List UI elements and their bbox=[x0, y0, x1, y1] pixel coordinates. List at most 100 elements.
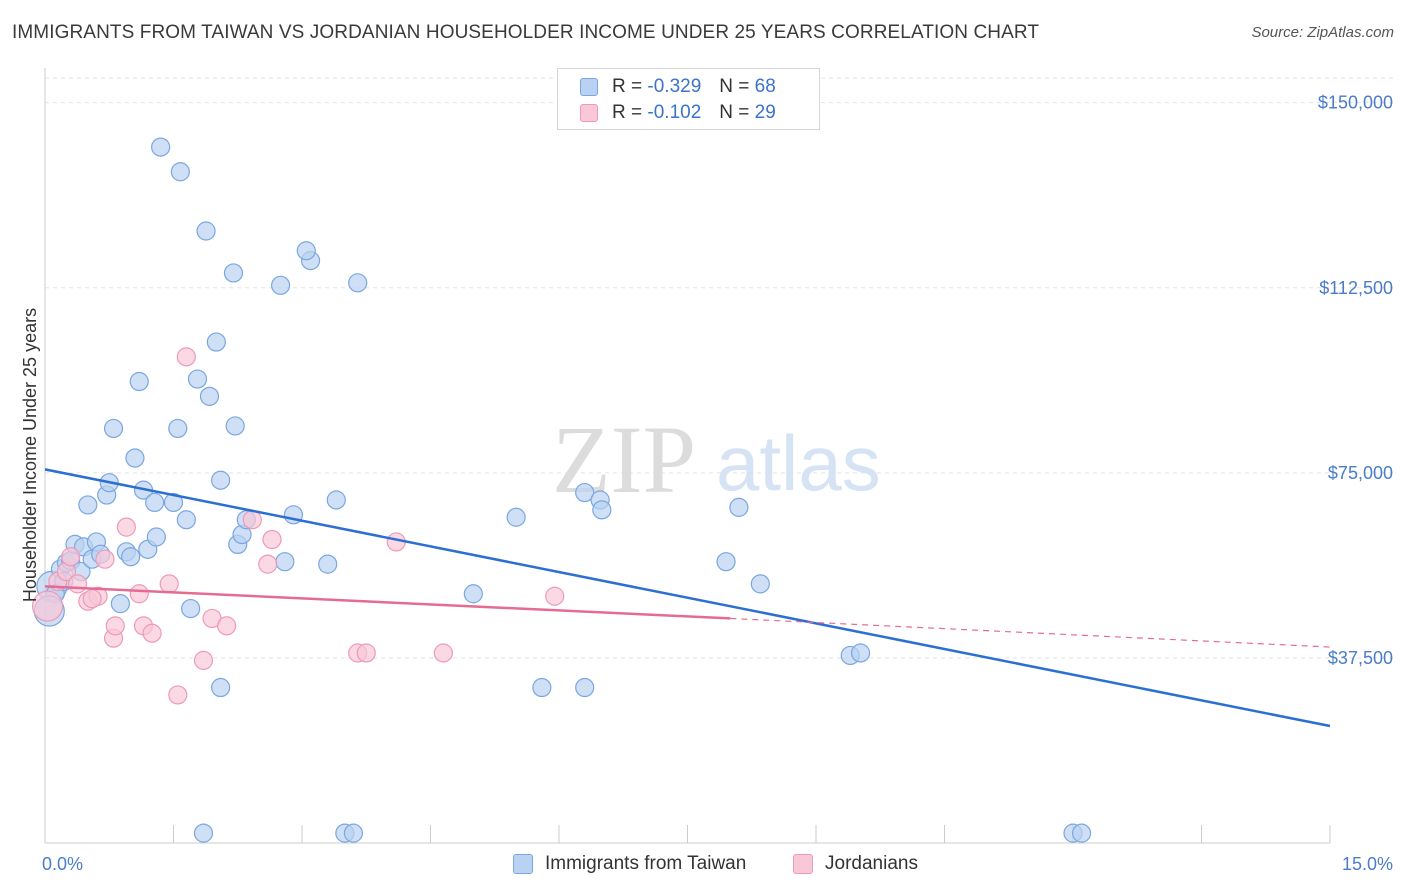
x-tick-label-0: 0.0% bbox=[42, 854, 83, 874]
taiwan-point-53 bbox=[463, 584, 483, 604]
taiwan-point-51 bbox=[343, 823, 363, 843]
jordanian-point-16 bbox=[193, 650, 214, 670]
y-axis-label: Householder Income Under 25 years bbox=[20, 308, 40, 602]
jordanian-point-4 bbox=[67, 574, 88, 594]
taiwan-point-49 bbox=[326, 490, 346, 510]
jordanian-point-9 bbox=[116, 517, 136, 537]
jordanian-point-12 bbox=[142, 623, 162, 643]
taiwan-point-36 bbox=[211, 470, 231, 490]
taiwan-point-35 bbox=[206, 332, 226, 352]
jordanian-point-19 bbox=[242, 510, 262, 530]
jordanian-point-27 bbox=[82, 589, 102, 609]
taiwan-point-43 bbox=[270, 275, 291, 295]
bottom-legend-swatch-jordanians bbox=[793, 854, 813, 874]
jordanian-point-25 bbox=[433, 643, 453, 663]
taiwan-point-34 bbox=[199, 386, 220, 406]
taiwan-point-66 bbox=[1071, 823, 1092, 843]
series-taiwan-points bbox=[33, 137, 1092, 843]
taiwan-point-56 bbox=[575, 482, 595, 503]
trend-line-1 bbox=[44, 585, 731, 620]
jordanian-point-15 bbox=[176, 347, 196, 367]
source-attribution: Source: ZipAtlas.com bbox=[1251, 24, 1394, 41]
taiwan-point-64 bbox=[850, 643, 871, 663]
trend-lines bbox=[44, 468, 1331, 728]
legend-n-value-taiwan: 68 bbox=[754, 76, 776, 97]
taiwan-point-59 bbox=[575, 677, 595, 698]
taiwan-point-18 bbox=[121, 547, 141, 567]
jordanian-point-20 bbox=[258, 554, 278, 574]
taiwan-point-29 bbox=[176, 510, 196, 530]
bottom-legend-label-jordanians: Jordanians bbox=[825, 853, 918, 874]
taiwan-point-26 bbox=[163, 492, 184, 513]
taiwan-point-27 bbox=[168, 418, 188, 439]
taiwan-point-24 bbox=[146, 527, 166, 547]
taiwan-point-39 bbox=[225, 416, 245, 436]
jordanian-point-10 bbox=[129, 584, 149, 604]
taiwan-point-61 bbox=[729, 497, 749, 517]
jordanian-point-21 bbox=[262, 529, 282, 550]
jordanian-point-14 bbox=[168, 685, 188, 705]
taiwan-point-25 bbox=[151, 137, 171, 157]
legend-swatch-taiwan bbox=[580, 78, 598, 96]
taiwan-point-58 bbox=[592, 500, 612, 520]
correlation-legend: R = -0.329 N = 68 R = -0.102 N = 29 bbox=[557, 68, 820, 130]
taiwan-point-9 bbox=[78, 495, 98, 515]
taiwan-point-54 bbox=[506, 507, 526, 527]
bottom-legend-jordanians: Jordanians bbox=[793, 850, 918, 878]
taiwan-point-60 bbox=[716, 552, 736, 572]
x-tick-labels: 0.0% 15.0% bbox=[42, 854, 1393, 874]
legend-r-label: R = bbox=[612, 102, 643, 123]
legend-r-value-taiwan: -0.329 bbox=[647, 76, 702, 97]
taiwan-point-23 bbox=[145, 492, 165, 513]
jordanian-point-0 bbox=[31, 590, 64, 622]
taiwan-point-48 bbox=[318, 554, 338, 574]
taiwan-point-30 bbox=[181, 598, 201, 619]
y-tick-labels: $37,500 $75,000 $112,500 $150,000 bbox=[1318, 93, 1393, 668]
y-tick-label-0: $37,500 bbox=[1328, 648, 1393, 668]
y-tick-label-1: $75,000 bbox=[1328, 463, 1393, 483]
jordanian-point-3 bbox=[61, 547, 81, 567]
taiwan-point-33 bbox=[196, 221, 216, 241]
legend-r-value-jordanians: -0.102 bbox=[647, 102, 702, 123]
taiwan-point-31 bbox=[187, 369, 208, 389]
taiwan-point-55 bbox=[532, 677, 552, 698]
taiwan-point-44 bbox=[275, 552, 295, 572]
legend-n-label: N = bbox=[719, 76, 750, 97]
legend-r-label: R = bbox=[612, 76, 643, 97]
legend-n-value-jordanians: 29 bbox=[754, 102, 776, 123]
taiwan-point-19 bbox=[125, 448, 145, 468]
chart-title: IMMIGRANTS FROM TAIWAN VS JORDANIAN HOUS… bbox=[12, 22, 1040, 43]
watermark: ZIP atlas bbox=[552, 406, 881, 513]
jordanian-point-23 bbox=[356, 643, 376, 663]
y-tick-label-3: $150,000 bbox=[1318, 93, 1393, 113]
jordanian-point-28 bbox=[95, 549, 115, 569]
watermark-zip: ZIP bbox=[552, 406, 696, 513]
series-jordanians-points bbox=[31, 347, 565, 705]
legend-n-label: N = bbox=[719, 102, 750, 123]
trend-line-0 bbox=[44, 468, 1331, 728]
taiwan-point-16 bbox=[110, 594, 130, 614]
bottom-legend-taiwan: Immigrants from Taiwan bbox=[513, 850, 746, 878]
taiwan-point-32 bbox=[193, 823, 214, 843]
taiwan-point-28 bbox=[170, 162, 190, 182]
y-tick-label-2: $112,500 bbox=[1319, 278, 1393, 298]
x-tick-label-1: 15.0% bbox=[1342, 854, 1393, 874]
jordanian-point-13 bbox=[159, 574, 179, 594]
jordanian-point-8 bbox=[105, 616, 125, 636]
jordanian-point-18 bbox=[217, 616, 237, 636]
taiwan-point-15 bbox=[103, 418, 124, 439]
taiwan-point-62 bbox=[750, 574, 770, 594]
taiwan-point-52 bbox=[348, 273, 368, 293]
taiwan-point-20 bbox=[129, 371, 149, 392]
grid-lines bbox=[45, 77, 1395, 659]
bottom-legend-swatch-taiwan bbox=[513, 854, 533, 874]
taiwan-point-37 bbox=[211, 677, 231, 698]
bottom-legend-label-taiwan: Immigrants from Taiwan bbox=[545, 853, 747, 874]
jordanian-point-26 bbox=[545, 586, 565, 606]
taiwan-point-47 bbox=[296, 241, 316, 261]
watermark-atlas: atlas bbox=[716, 419, 881, 507]
taiwan-point-38 bbox=[223, 263, 244, 283]
legend-swatch-jordanians bbox=[580, 104, 598, 122]
legend-row-jordanians: R = -0.102 N = 29 bbox=[580, 100, 776, 126]
